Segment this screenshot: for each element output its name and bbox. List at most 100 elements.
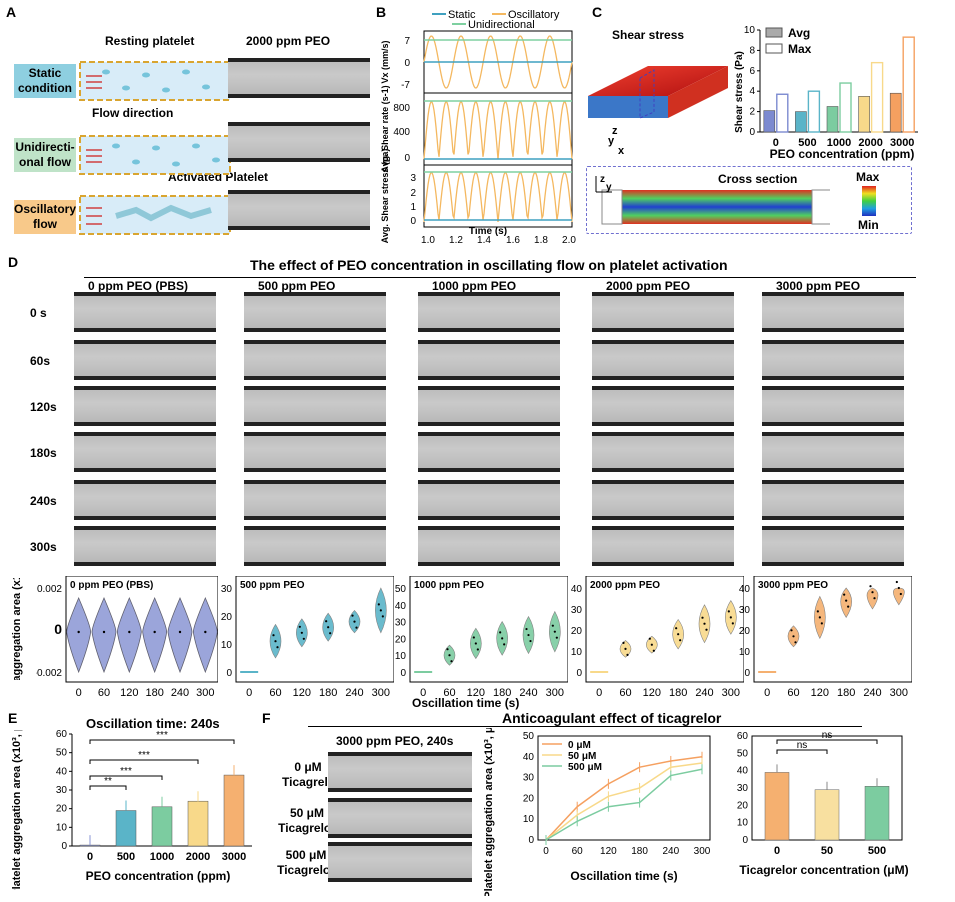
timelapse-image xyxy=(592,526,734,566)
timelapse-image xyxy=(244,432,386,472)
svg-text:1.2: 1.2 xyxy=(449,235,463,246)
data-point xyxy=(351,614,354,617)
x-tick-label: 120 xyxy=(120,687,138,699)
x-tick-label: 0 xyxy=(773,137,779,149)
row-label: 120s xyxy=(30,400,57,414)
tick-label: 20 xyxy=(56,804,68,815)
data-point xyxy=(274,640,277,643)
data-point xyxy=(648,637,651,640)
panel-e-letter: E xyxy=(8,710,18,726)
svg-text:y: y xyxy=(606,182,612,193)
timelapse-image xyxy=(418,526,560,566)
tick-label: 0 xyxy=(528,835,534,846)
bar xyxy=(115,810,137,847)
column-header: 0 ppm PEO (PBS) xyxy=(88,279,189,293)
data-point xyxy=(790,629,793,632)
tick-label: 0 xyxy=(61,841,67,852)
tick-label: 10 xyxy=(571,647,583,658)
data-point xyxy=(128,630,131,634)
channel-3d-model: y z x xyxy=(588,66,728,157)
bar xyxy=(151,806,173,847)
violin xyxy=(66,596,92,674)
timelapse-image xyxy=(418,432,560,472)
svg-text:-7: -7 xyxy=(401,80,410,91)
data-point xyxy=(327,626,330,629)
timelapse-image xyxy=(74,340,216,380)
timelapse-image xyxy=(74,292,216,332)
data-point xyxy=(551,624,554,627)
panel-c-bar-chart: 0 2 4 6 8 10 0 500 1000 2000 3000 Shear stress (Pa… xyxy=(734,25,918,161)
x-tick-label: 240 xyxy=(863,687,881,699)
violin-plot: 1000 ppm PEO 50 40 30 20 10 0 0 60 120 180 240 300 xyxy=(395,576,568,699)
tick-label: 0 xyxy=(744,668,750,679)
max-bar xyxy=(839,82,852,133)
bar xyxy=(79,844,101,847)
timelapse-image xyxy=(762,340,904,380)
tick-label: 0 xyxy=(742,835,748,846)
timelapse-image xyxy=(592,386,734,426)
data-point xyxy=(379,609,382,612)
svg-text:Platelet aggregation area (x10: Platelet aggregation area (x10³, μm²) xyxy=(11,578,23,680)
x-tick-label: 240 xyxy=(695,687,713,699)
tick-label: -0.002 xyxy=(36,668,62,679)
data-point xyxy=(727,610,730,613)
x-tick-label: 240 xyxy=(171,687,189,699)
x-tick-label: 0 xyxy=(420,687,426,699)
colorbar xyxy=(862,186,876,216)
x-tick-label: 0 xyxy=(543,846,549,857)
x-tick-label: 0 xyxy=(76,687,82,699)
sig-bracket xyxy=(89,739,235,744)
svg-text:0: 0 xyxy=(404,58,410,69)
column-header: 3000 ppm PEO xyxy=(776,279,861,293)
violin xyxy=(167,596,193,674)
plot-shear-stress xyxy=(423,164,573,228)
panel-d-letter: D xyxy=(8,254,19,270)
svg-text:x: x xyxy=(618,145,625,157)
svg-text:3: 3 xyxy=(410,173,416,184)
sig-bracket xyxy=(776,749,828,754)
timelapse-image xyxy=(762,386,904,426)
svg-text:1.0: 1.0 xyxy=(421,235,435,246)
row-label: 240s xyxy=(30,494,57,508)
ticagrelor-img-500 xyxy=(328,842,472,882)
timelapse-image xyxy=(74,432,216,472)
tick-label: 40 xyxy=(56,766,68,777)
svg-text:7: 7 xyxy=(404,36,410,47)
violin-title: 0 ppm PEO (PBS) xyxy=(70,580,153,591)
data-point xyxy=(355,626,358,629)
column-header: 1000 ppm PEO xyxy=(432,279,517,293)
tick-label: 0 xyxy=(749,127,755,138)
tick-label: 40 xyxy=(571,584,583,595)
x-tick-label: 0 xyxy=(246,687,252,699)
data-point xyxy=(298,625,301,628)
x-tick-label: 3000 xyxy=(222,851,246,863)
data-point xyxy=(503,643,506,646)
sig-label: ns xyxy=(797,740,808,751)
data-point xyxy=(527,633,530,637)
colorbar-max: Max xyxy=(856,170,880,184)
tick-label: 50 xyxy=(56,748,68,759)
sig-label: *** xyxy=(138,750,150,761)
data-point xyxy=(325,620,328,623)
data-point xyxy=(329,632,332,635)
data-point xyxy=(895,580,898,584)
data-point xyxy=(204,630,207,634)
timelapse-image xyxy=(762,432,904,472)
timelapse-image xyxy=(762,480,904,520)
x-tick-label: 180 xyxy=(669,687,687,699)
x-tick-label: 50 xyxy=(821,845,833,857)
timelapse-image xyxy=(592,292,734,332)
tick-label: 20 xyxy=(737,800,749,811)
timelapse-image xyxy=(244,526,386,566)
violin-plot: 3000 ppm PEO 40 30 20 10 0 0 60 120 180 240 300 xyxy=(739,576,912,699)
svg-text:z: z xyxy=(600,174,605,185)
data-point xyxy=(626,653,629,656)
x-tick-label: 0 xyxy=(764,687,770,699)
violin-title: 500 ppm PEO xyxy=(240,580,305,591)
svg-text:0: 0 xyxy=(404,153,410,164)
panel-f-letter: F xyxy=(262,710,271,726)
timelapse-image xyxy=(418,386,560,426)
panel-d-rule xyxy=(84,277,916,278)
row-label: 180s xyxy=(30,446,57,460)
violin xyxy=(142,596,168,674)
